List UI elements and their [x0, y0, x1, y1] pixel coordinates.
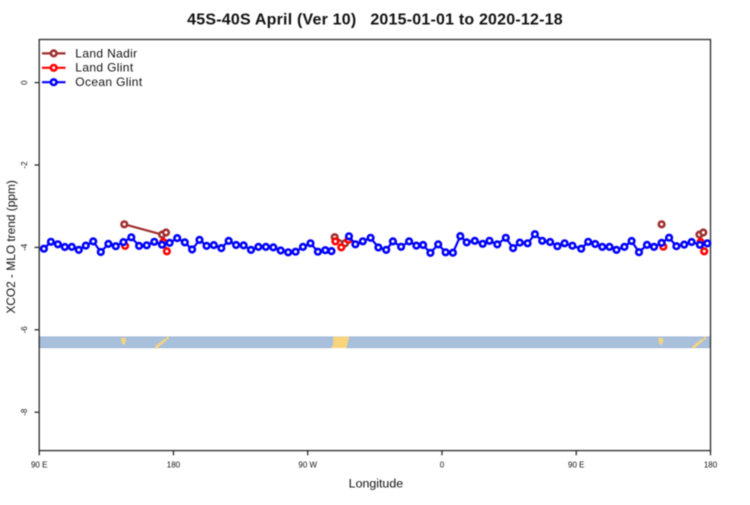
- svg-text:90 E: 90 E: [568, 461, 584, 470]
- svg-text:-6: -6: [20, 326, 29, 334]
- svg-text:90 E: 90 E: [31, 461, 47, 470]
- svg-text:180: 180: [167, 461, 181, 470]
- svg-text:Longitude: Longitude: [349, 476, 404, 490]
- svg-text:XCO2 - MLO trend (ppm): XCO2 - MLO trend (ppm): [4, 180, 18, 314]
- svg-text:Ocean Glint: Ocean Glint: [75, 75, 143, 89]
- svg-text:90 W: 90 W: [298, 461, 317, 470]
- svg-text:0: 0: [20, 80, 29, 85]
- svg-text:0: 0: [440, 461, 445, 470]
- svg-text:Land Glint: Land Glint: [75, 61, 134, 75]
- svg-text:-8: -8: [20, 408, 29, 416]
- svg-text:-4: -4: [20, 243, 29, 251]
- svg-text:-2: -2: [20, 161, 29, 169]
- svg-text:Land Nadir: Land Nadir: [75, 46, 137, 60]
- svg-text:45S-40S April (Ver 10) 2015-: 45S-40S April (Ver 10) 2015-01-01 to 202…: [187, 12, 563, 29]
- svg-text:180: 180: [704, 461, 718, 470]
